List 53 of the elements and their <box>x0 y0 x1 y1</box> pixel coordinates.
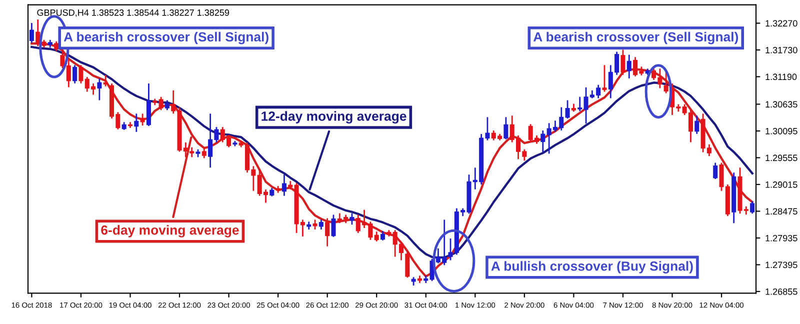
candlestick <box>158 96 164 110</box>
candlestick <box>202 147 206 158</box>
candlestick <box>626 54 632 78</box>
text: 6-day moving average <box>101 225 239 238</box>
y-tick-label: 1.31190 <box>766 74 797 80</box>
candlestick <box>128 122 133 128</box>
candlestick <box>713 162 718 179</box>
y-tick-label: 1.28475 <box>766 208 798 215</box>
candlestick <box>276 186 280 193</box>
candlestick <box>72 65 78 84</box>
candlestick <box>140 114 145 126</box>
candlestick <box>103 75 108 86</box>
annotation: A bearish crossover (Sell Signal) <box>64 32 268 44</box>
series-label: 12-day moving average <box>262 111 406 124</box>
candlestick <box>424 276 428 284</box>
candlestick <box>36 20 40 46</box>
y-tick-label: 1.26855 <box>766 288 798 295</box>
y-tick-label: 1.31730 <box>766 46 798 54</box>
candlestick <box>288 181 293 190</box>
candlestick <box>134 114 139 132</box>
y-tick-label: 1.32270 <box>766 20 798 27</box>
candlestick <box>232 140 238 146</box>
y-tick-label: 1.29015 <box>766 181 798 188</box>
y-tick-label: 1.29555 <box>766 154 798 162</box>
candlestick <box>282 174 286 196</box>
candlestick <box>60 50 65 68</box>
candlestick <box>694 116 700 134</box>
candlestick <box>602 65 607 92</box>
candlestick <box>306 222 312 230</box>
candlestick <box>405 252 410 278</box>
candlestick <box>350 213 354 225</box>
candlestick <box>331 214 336 237</box>
y-tick-label: 1.27395 <box>766 262 798 268</box>
annotation: A bullish crossover (Buy Signal) <box>491 261 693 274</box>
candlestick <box>66 60 71 88</box>
y-tick-label: 1.27935 <box>766 234 798 242</box>
candlestick <box>417 276 422 284</box>
chart-title: GBPUSD,H4 1.38523 1.38544 1.38227 1.38259 <box>37 9 230 17</box>
y-tick-label: 1.30635 <box>766 101 798 108</box>
y-tick-label: 1.30095 <box>766 128 798 134</box>
candlestick <box>78 65 84 84</box>
candlestick <box>97 78 102 100</box>
annotation: A bearish crossover (Sell Signal) <box>533 32 738 44</box>
candlestick <box>325 218 330 246</box>
candlestick <box>146 83 151 126</box>
candlestick <box>29 22 34 43</box>
candlestick <box>540 130 546 152</box>
candlestick <box>750 201 755 214</box>
candlestick <box>411 277 416 286</box>
candlestick <box>664 70 668 94</box>
candlestick <box>565 100 570 119</box>
candlestick <box>620 50 626 75</box>
candlestick <box>504 117 508 140</box>
